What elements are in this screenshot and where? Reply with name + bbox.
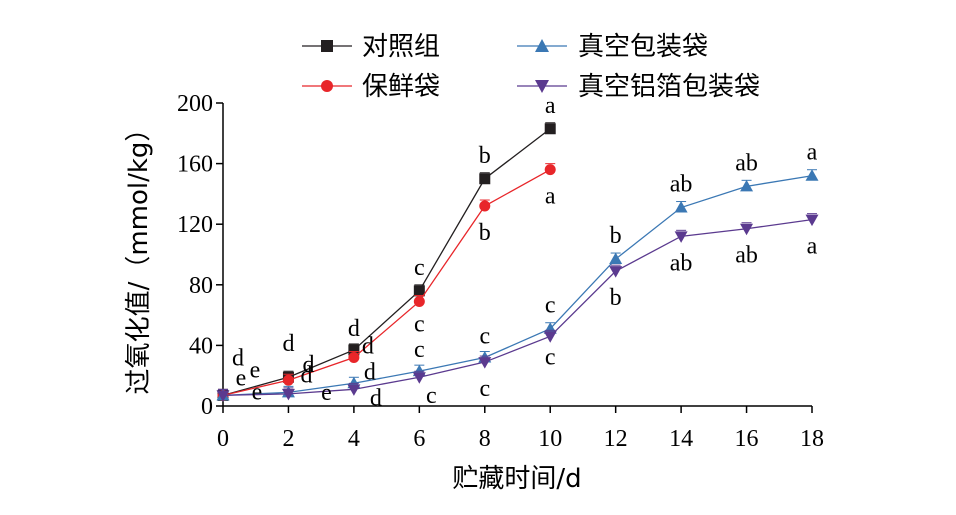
y-axis-label: 过氧化值/（mmol/kg） xyxy=(124,116,154,395)
data-point xyxy=(348,344,360,356)
legend-marker-triangle-up xyxy=(535,39,549,52)
significance-label: d xyxy=(364,359,376,385)
data-point xyxy=(674,231,688,243)
legend-label-fresh-bag: 保鲜袋 xyxy=(362,72,440,102)
legend: 对照组 保鲜袋 真空包装袋 真空铝箔包装袋 xyxy=(302,32,760,102)
legend-item-control: 对照组 xyxy=(302,32,440,62)
series-line xyxy=(222,219,813,397)
data-point xyxy=(479,173,491,185)
y-tick-label: 80 xyxy=(189,273,213,299)
data-point xyxy=(674,201,688,213)
significance-label: c xyxy=(545,344,556,370)
significance-label: c xyxy=(414,311,425,337)
data-point xyxy=(347,384,361,396)
data-point xyxy=(805,214,819,227)
significance-label: d xyxy=(232,345,244,371)
significance-label: a xyxy=(807,140,818,166)
significance-label: b xyxy=(610,285,622,311)
significance-label: a xyxy=(545,93,556,119)
data-point xyxy=(478,357,492,369)
significance-label: ab xyxy=(735,150,758,176)
x-tick-label: 0 xyxy=(217,426,229,452)
data-point xyxy=(348,352,360,364)
y-tick-label: 200 xyxy=(177,91,213,117)
series-layer xyxy=(216,122,819,402)
data-point xyxy=(216,390,230,402)
x-tick-label: 14 xyxy=(669,426,693,452)
legend-label-vacuum-bag: 真空包装袋 xyxy=(578,32,708,62)
significance-label: c xyxy=(414,337,425,363)
data-point xyxy=(413,295,425,307)
axes: 0 40 80 120 160 200 0 2 4 6 8 10 12 14 16 18 xyxy=(177,91,824,452)
significance-label: e xyxy=(236,365,247,391)
significance-label: b xyxy=(479,220,491,246)
significance-label: c xyxy=(545,293,556,319)
series-line xyxy=(222,175,813,397)
significance-label: ab xyxy=(670,172,693,198)
significance-label: d xyxy=(300,362,312,388)
significance-label: ab xyxy=(670,250,693,276)
legend-marker-circle xyxy=(321,80,333,92)
significance-label: e xyxy=(252,379,263,405)
data-point xyxy=(281,388,295,401)
significance-label: c xyxy=(479,376,490,402)
significance-label: d xyxy=(370,385,382,411)
data-point xyxy=(544,123,556,135)
significance-label: d xyxy=(302,352,314,378)
data-point xyxy=(412,372,426,384)
legend-item-vacuum-bag: 真空包装袋 xyxy=(517,32,708,62)
data-point xyxy=(609,252,623,265)
significance-label: b xyxy=(610,223,622,249)
series-3 xyxy=(216,213,819,402)
significance-label: ab xyxy=(735,243,758,269)
data-point xyxy=(479,200,491,212)
x-tick-label: 6 xyxy=(413,426,425,452)
significance-label: d xyxy=(282,331,294,357)
data-point xyxy=(609,266,623,278)
data-point xyxy=(805,169,819,181)
significance-label: c xyxy=(414,255,425,281)
significance-label: c xyxy=(426,383,437,409)
x-tick-label: 10 xyxy=(538,426,562,452)
data-point xyxy=(282,374,294,386)
x-tick-label: 4 xyxy=(348,426,360,452)
significance-label: d xyxy=(348,316,360,342)
legend-marker-square xyxy=(321,40,333,52)
significance-label: c xyxy=(479,324,490,350)
y-tick-label: 40 xyxy=(189,333,213,359)
series-line xyxy=(222,128,551,397)
legend-marker-triangle-down xyxy=(535,80,549,93)
data-point xyxy=(740,223,754,236)
x-tick-label: 8 xyxy=(479,426,491,452)
legend-label-control: 对照组 xyxy=(362,32,440,62)
y-tick-label: 120 xyxy=(177,212,213,238)
significance-label: b xyxy=(479,143,491,169)
series-1 xyxy=(217,163,556,401)
x-tick-label: 18 xyxy=(800,426,824,452)
significance-label: a xyxy=(545,184,556,210)
data-point xyxy=(543,322,557,334)
x-tick-label: 2 xyxy=(282,426,294,452)
x-axis-label: 贮藏时间/d xyxy=(452,464,581,494)
y-tick-label: 160 xyxy=(177,152,213,178)
data-point xyxy=(740,179,754,192)
significance-label: a xyxy=(807,234,818,260)
x-tick-label: 12 xyxy=(604,426,628,452)
legend-item-fresh-bag: 保鲜袋 xyxy=(302,72,440,102)
y-tick-label: 0 xyxy=(201,394,213,420)
significance-label: d xyxy=(362,334,374,360)
data-point xyxy=(544,164,556,176)
significance-label: e xyxy=(321,380,332,406)
legend-item-vacuum-foil-bag: 真空铝箔包装袋 xyxy=(517,72,760,102)
significance-label: e xyxy=(250,357,261,383)
series-line xyxy=(222,169,551,397)
legend-label-vacuum-foil-bag: 真空铝箔包装袋 xyxy=(578,72,760,102)
data-point xyxy=(543,331,557,343)
x-tick-label: 16 xyxy=(735,426,759,452)
data-point xyxy=(413,285,425,297)
series-0 xyxy=(217,122,556,401)
